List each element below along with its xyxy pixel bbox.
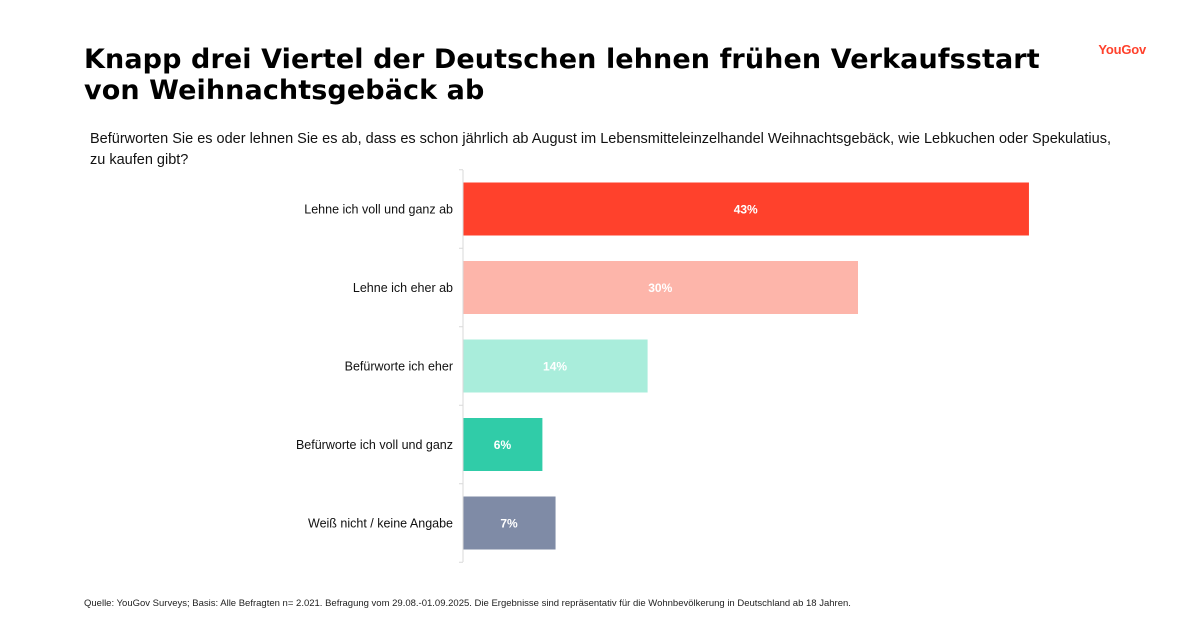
category-label: Lehne ich eher ab: [353, 281, 453, 295]
bar: [463, 339, 648, 393]
bar: [463, 418, 543, 471]
data-label: 30%: [648, 281, 672, 295]
bar: [463, 182, 1029, 236]
category-label: Befürworte ich eher: [345, 360, 453, 374]
category-label: Befürworte ich voll und ganz: [296, 438, 453, 452]
data-label: 7%: [500, 517, 518, 531]
source-footnote: Quelle: YouGov Surveys; Basis: Alle Befr…: [84, 598, 851, 609]
page-title: Knapp drei Viertel der Deutschen lehnen …: [84, 44, 1040, 106]
data-label: 6%: [494, 438, 512, 452]
data-label: 14%: [543, 360, 567, 374]
data-label: 43%: [734, 203, 758, 217]
bar: [463, 261, 858, 314]
category-label: Lehne ich voll und ganz ab: [304, 203, 453, 217]
survey-question: Befürworten Sie es oder lehnen Sie es ab…: [90, 131, 1111, 168]
bar: [463, 496, 556, 550]
yougov-logo: YouGov: [1098, 42, 1146, 57]
category-label: Weiß nicht / keine Angabe: [308, 517, 453, 531]
